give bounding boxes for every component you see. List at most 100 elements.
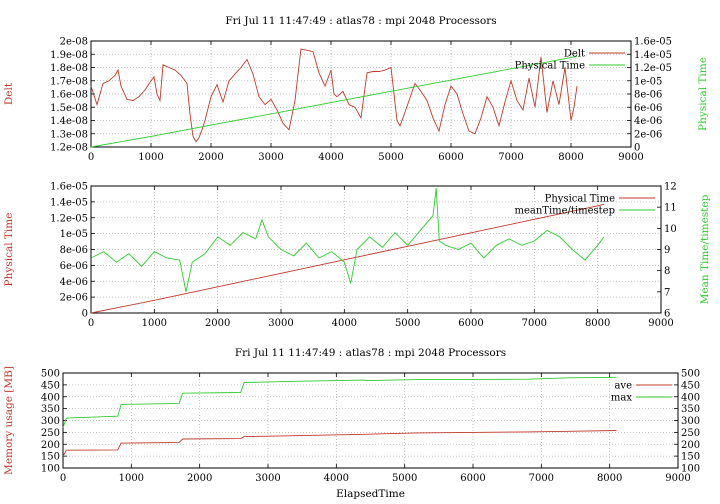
y2-tick-label: 100 (681, 464, 700, 475)
y2-tick-label: 0 (634, 143, 640, 154)
y-tick-label: 1.4e-08 (50, 116, 88, 127)
x-tick-label: 7000 (522, 318, 547, 329)
legend-label: Physical Time (545, 194, 615, 205)
y-tick-label: 2e-08 (60, 37, 88, 48)
y2-tick-label: 2e-06 (634, 129, 662, 140)
x-tick-label: 0 (60, 473, 66, 484)
x-tick-label: 9000 (618, 152, 643, 163)
x-tick-label: 6000 (458, 318, 483, 329)
y-tick-label: 4e-06 (60, 277, 88, 288)
plot-frame (90, 185, 662, 314)
y-tick-label: 100 (41, 464, 60, 475)
y-tick-label: 1.2e-05 (50, 213, 88, 224)
chart-title-3: Fri Jul 11 11:47:49 : atlas78 : mpi 2048… (235, 347, 506, 359)
y-tick-label: 500 (41, 369, 60, 380)
x-axis-label: ElapsedTime (336, 488, 405, 500)
x-tick-label: 5000 (392, 473, 417, 484)
y2-tick-label: 4e-06 (634, 116, 662, 127)
y2-tick-label: 1e-05 (634, 76, 662, 87)
y-axis-label: Memory usage [MB] (3, 366, 15, 475)
y2-tick-label: 8e-06 (634, 90, 662, 101)
x-tick-label: 5000 (378, 152, 403, 163)
y-tick-label: 300 (41, 416, 60, 427)
series-line-ave (62, 430, 617, 457)
x-tick-label: 8000 (585, 318, 610, 329)
x-tick-label: 2000 (198, 152, 223, 163)
y-tick-label: 8e-06 (60, 245, 88, 256)
x-tick-label: 2000 (205, 318, 230, 329)
y-tick-label: 1.4e-05 (50, 197, 88, 208)
x-tick-label: 4000 (318, 152, 343, 163)
y2-tick-label: 500 (681, 369, 700, 380)
y-tick-label: 1.3e-08 (50, 129, 88, 140)
y-tick-label: 150 (41, 452, 60, 463)
y-axis-label: Physical Time (3, 213, 15, 287)
y-tick-label: 1.5e-08 (50, 103, 88, 114)
y2-tick-label: 9 (664, 245, 670, 256)
x-tick-label: 3000 (255, 473, 280, 484)
y-tick-label: 1.2e-08 (50, 143, 88, 154)
x-tick-label: 1000 (119, 473, 144, 484)
y-tick-label: 450 (41, 380, 60, 391)
y-tick-label: 400 (41, 392, 60, 403)
x-tick-label: 6000 (460, 473, 485, 484)
x-tick-label: 8000 (558, 152, 583, 163)
plot-frame (62, 372, 679, 469)
y-tick-label: 0 (82, 309, 88, 320)
y2-tick-label: 300 (681, 416, 700, 427)
y-tick-label: 1.7e-08 (50, 76, 88, 87)
x-tick-label: 4000 (324, 473, 349, 484)
y2-axis-label: Mean Time/timestep (699, 194, 711, 304)
series-line-physical-time (90, 203, 605, 314)
x-tick-label: 1000 (142, 318, 167, 329)
series-line-max (62, 376, 617, 428)
y2-tick-label: 8 (664, 266, 670, 277)
y2-tick-label: 350 (681, 404, 700, 415)
y2-tick-label: 10 (664, 224, 677, 235)
y-tick-label: 1.9e-08 (50, 50, 88, 61)
y-tick-label: 200 (41, 440, 60, 451)
legend-label: max (611, 393, 632, 404)
x-tick-label: 4000 (332, 318, 357, 329)
x-tick-label: 9000 (648, 318, 673, 329)
y2-tick-label: 150 (681, 452, 700, 463)
legend-label: Delt (564, 49, 585, 60)
chart-title-1: Fri Jul 11 11:47:49 : atlas78 : mpi 2048… (225, 15, 496, 27)
x-tick-label: 7000 (498, 152, 523, 163)
y-axis-label: Delt (3, 82, 15, 105)
y2-tick-label: 12 (664, 182, 677, 193)
x-tick-label: 9000 (665, 473, 690, 484)
legend-label: ave (614, 381, 632, 392)
series-line-meantime-timestep (90, 188, 605, 292)
x-tick-label: 2000 (187, 473, 212, 484)
y2-tick-label: 450 (681, 380, 700, 391)
x-tick-label: 7000 (529, 473, 554, 484)
y2-tick-label: 400 (681, 392, 700, 403)
y2-tick-label: 11 (664, 203, 677, 214)
x-tick-label: 3000 (268, 318, 293, 329)
legend-label: meanTime/timestep (514, 206, 615, 217)
y2-tick-label: 7 (664, 287, 670, 298)
y-tick-label: 350 (41, 404, 60, 415)
x-tick-label: 6000 (438, 152, 463, 163)
series-line-delt (90, 48, 578, 143)
x-tick-label: 0 (88, 152, 94, 163)
x-tick-label: 1000 (138, 152, 163, 163)
series-line-physical-time (90, 55, 578, 148)
y-tick-label: 6e-06 (60, 261, 88, 272)
y2-tick-label: 1.4e-05 (634, 50, 672, 61)
y2-tick-label: 250 (681, 428, 700, 439)
x-tick-label: 5000 (395, 318, 420, 329)
legend-label: Physical Time (515, 61, 585, 72)
y-tick-label: 2e-06 (60, 293, 88, 304)
y2-tick-label: 6e-06 (634, 103, 662, 114)
y2-tick-label: 1.6e-05 (634, 37, 672, 48)
x-tick-label: 8000 (597, 473, 622, 484)
y-tick-label: 1.6e-05 (50, 182, 88, 193)
y2-tick-label: 200 (681, 440, 700, 451)
y2-tick-label: 6 (664, 309, 670, 320)
y2-axis-label: Physical Time (697, 57, 709, 131)
y-tick-label: 250 (41, 428, 60, 439)
x-tick-label: 0 (88, 318, 94, 329)
